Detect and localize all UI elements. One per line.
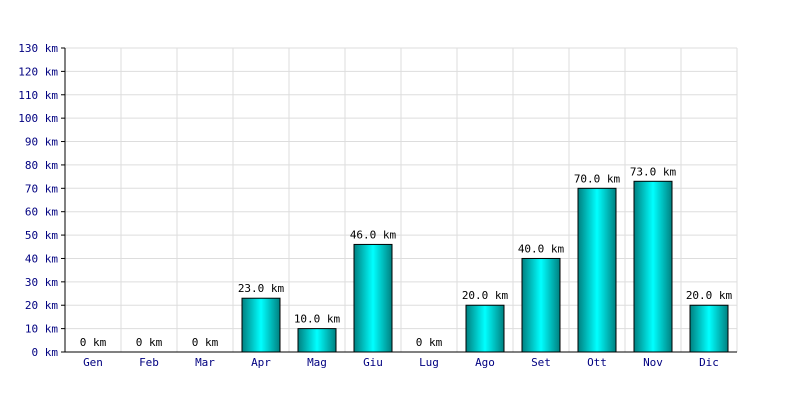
y-tick-label: 120 km xyxy=(18,65,58,78)
x-tick-label-set: Set xyxy=(531,356,551,369)
bar-dic xyxy=(689,304,729,353)
data-label-set: 40.0 km xyxy=(518,242,565,255)
x-tick-label-lug: Lug xyxy=(419,356,439,369)
bar-ott xyxy=(577,187,617,353)
data-label-nov: 73.0 km xyxy=(630,165,677,178)
y-tick-label: 50 km xyxy=(25,229,58,242)
x-tick-label-giu: Giu xyxy=(363,356,383,369)
bars xyxy=(241,180,729,353)
y-tick-labels: 0 km 10 km 20 km 30 km 40 km 50 km 60 km 70 km 8… xyxy=(18,42,58,359)
y-tick-label: 30 km xyxy=(25,276,58,289)
y-tick-label: 90 km xyxy=(25,136,58,149)
data-label-mag: 10.0 km xyxy=(294,313,341,326)
y-tick-label: 100 km xyxy=(18,112,58,125)
x-tick-label-gen: Gen xyxy=(83,356,103,369)
axes xyxy=(61,47,737,353)
bar-ago xyxy=(465,304,505,353)
x-tick-label-dic: Dic xyxy=(699,356,719,369)
x-tick-label-ott: Ott xyxy=(587,356,607,369)
y-tick-label: 80 km xyxy=(25,159,58,172)
y-tick-label: 130 km xyxy=(18,42,58,55)
x-tick-label-mag: Mag xyxy=(307,356,327,369)
x-tick-label-nov: Nov xyxy=(643,356,663,369)
y-tick-label: 70 km xyxy=(25,182,58,195)
bar-giu xyxy=(353,243,393,353)
x-tick-label-ago: Ago xyxy=(475,356,495,369)
y-tick-label: 40 km xyxy=(25,252,58,265)
data-label-ott: 70.0 km xyxy=(574,172,621,185)
data-label-giu: 46.0 km xyxy=(350,228,397,241)
x-tick-labels: Gen Feb Mar Apr Mag Giu Lug Ago Set Ott Nov Dic xyxy=(83,356,719,369)
y-tick-label: 20 km xyxy=(25,299,58,312)
y-tick-label: 110 km xyxy=(18,89,58,102)
data-label-lug: 0 km xyxy=(416,336,443,349)
bar-mag xyxy=(297,328,337,353)
data-label-gen: 0 km xyxy=(80,336,107,349)
bar-nov xyxy=(633,180,673,353)
data-labels: 0 km 0 km 0 km 23.0 km 10.0 km 46.0 km 0 km 20.… xyxy=(80,165,733,349)
data-label-ago: 20.0 km xyxy=(462,289,509,302)
y-tick-label: 60 km xyxy=(25,206,58,219)
bar-apr xyxy=(241,297,281,353)
y-tick-label: 10 km xyxy=(25,323,58,336)
data-label-feb: 0 km xyxy=(136,336,163,349)
y-tick-label: 0 km xyxy=(32,346,59,359)
x-tick-label-apr: Apr xyxy=(251,356,271,369)
x-tick-label-mar: Mar xyxy=(195,356,215,369)
data-label-mar: 0 km xyxy=(192,336,219,349)
bar-set xyxy=(521,257,561,353)
data-label-apr: 23.0 km xyxy=(238,282,285,295)
x-tick-label-feb: Feb xyxy=(139,356,159,369)
data-label-dic: 20.0 km xyxy=(686,289,733,302)
